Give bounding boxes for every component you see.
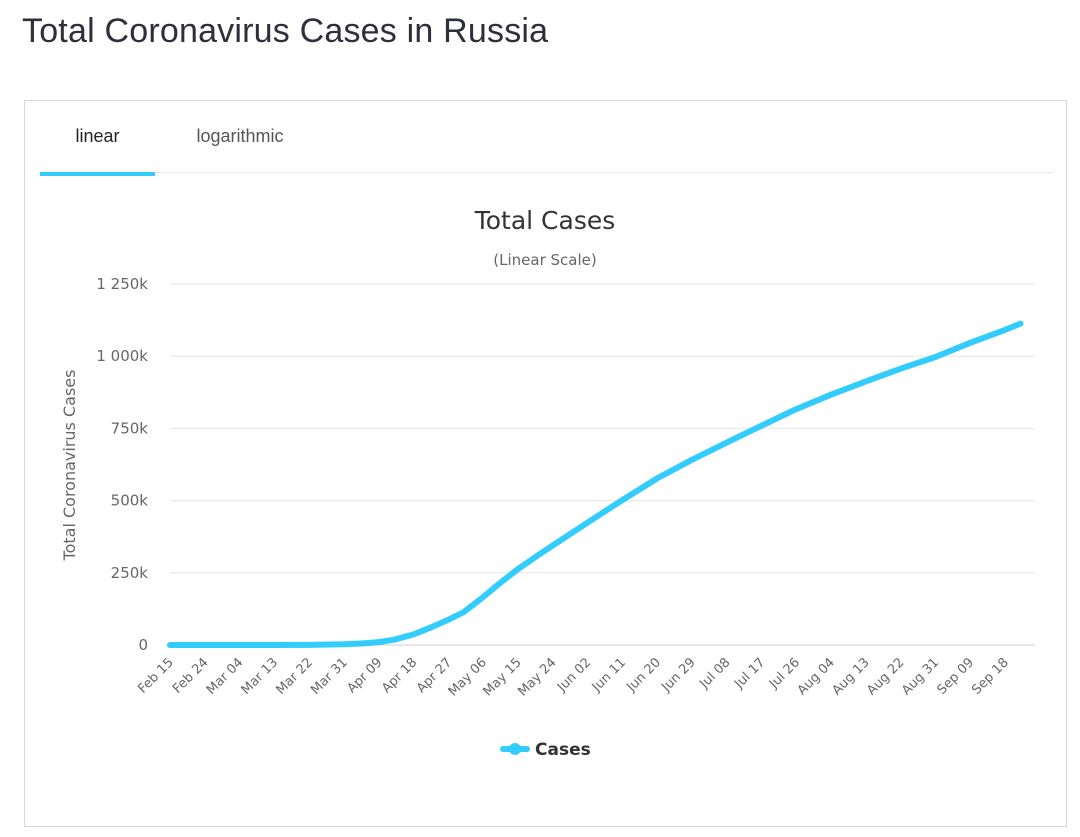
tab-logarithmic[interactable]: logarithmic (196, 126, 284, 146)
x-tick-label: Aug 13 (829, 655, 872, 698)
y-axis-ticks: 0 250k 500k 750k 1 000k 1 250k (96, 275, 148, 654)
x-tick-label: Sep 18 (969, 655, 1012, 698)
x-tick-label: Aug 04 (795, 655, 838, 698)
y-tick-label: 750k (111, 419, 149, 437)
x-tick-label: Jul 17 (731, 655, 768, 692)
x-tick-label: Aug 22 (864, 655, 907, 698)
x-tick-label: Jul 08 (696, 655, 733, 692)
x-tick-label: Mar 04 (204, 655, 247, 698)
x-tick-label: Feb 15 (135, 655, 177, 697)
x-tick-label: Apr 18 (379, 655, 420, 696)
y-tick-label: 1 250k (96, 275, 148, 293)
chart-subtitle: (Linear Scale) (493, 251, 596, 269)
chart-title: Total Cases (474, 206, 616, 235)
y-axis-label: Total Coronavirus Cases (60, 370, 79, 562)
grid-lines (170, 283, 1035, 646)
x-tick-label: Aug 31 (899, 655, 942, 698)
x-tick-label: Apr 09 (344, 655, 385, 696)
scale-tabs: linear logarithmic (40, 101, 1053, 176)
y-tick-label: 250k (111, 564, 149, 582)
y-tick-label: 500k (111, 492, 149, 510)
series-line-cases (167, 320, 1024, 648)
page-title: Total Coronavirus Cases in Russia (22, 12, 549, 50)
x-tick-label: Jun 20 (624, 655, 664, 695)
x-tick-label: Jun 29 (658, 655, 698, 695)
legend-marker-swatch (509, 743, 521, 755)
x-tick-label: Sep 09 (934, 655, 977, 698)
x-tick-label: Mar 31 (308, 655, 351, 698)
series-layer (167, 320, 1024, 648)
x-tick-label: Mar 22 (273, 655, 316, 698)
x-tick-label: Mar 13 (239, 655, 282, 698)
x-tick-label: May 24 (515, 655, 559, 699)
x-tick-label: Jun 11 (589, 655, 629, 695)
legend-label-cases: Cases (535, 740, 591, 760)
y-tick-label: 1 000k (96, 347, 148, 365)
x-tick-label: Feb 24 (170, 655, 212, 697)
tab-linear[interactable]: linear (40, 101, 155, 176)
y-tick-label: 0 (138, 636, 148, 654)
legend[interactable]: Cases (500, 740, 591, 760)
chart-panel: linear logarithmic (24, 100, 1067, 827)
x-tick-label: Jun 02 (554, 655, 594, 695)
